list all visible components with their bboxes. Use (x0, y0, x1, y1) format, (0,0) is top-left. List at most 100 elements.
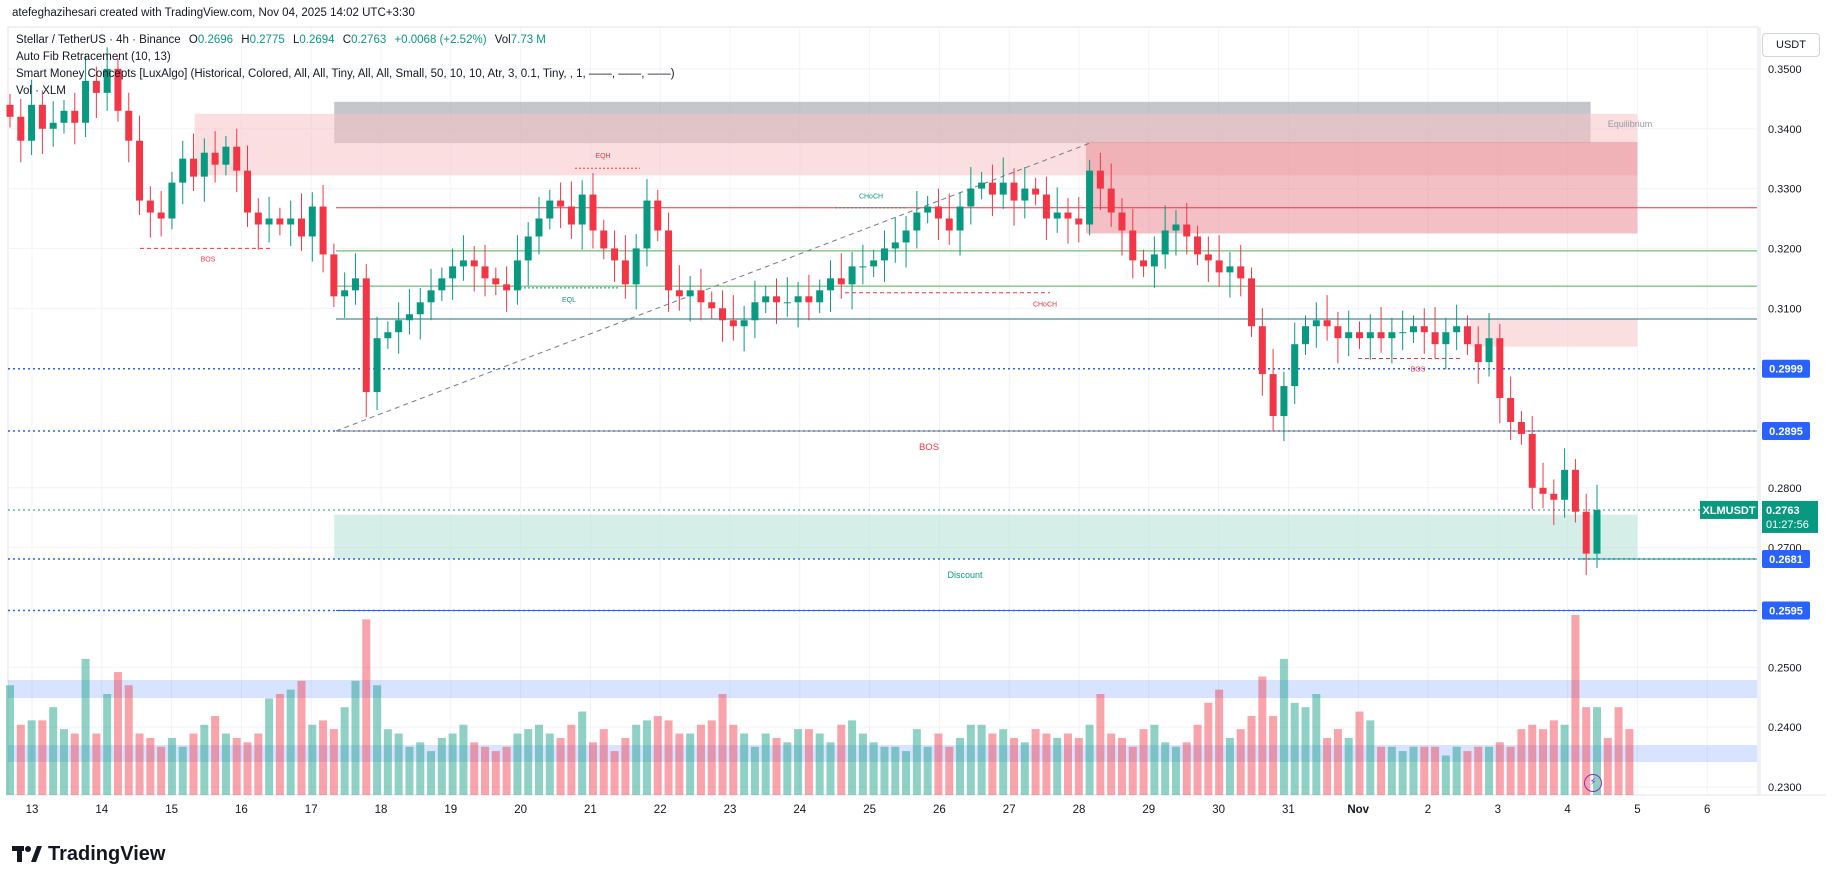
y-tick-label: 0.3400 (1768, 124, 1802, 136)
x-tick-label: 31 (1282, 804, 1295, 816)
volume-bar (1117, 737, 1126, 795)
candle-body (157, 212, 165, 219)
volume-bar (988, 733, 997, 795)
indicator-fib[interactable]: Auto Fib Retracement (10, 13) (16, 51, 171, 63)
candle-body (405, 314, 413, 321)
volume-bar (1377, 746, 1386, 795)
y-tick-label: 0.2800 (1768, 483, 1802, 495)
volume-bar (427, 751, 436, 795)
candle-body (546, 200, 554, 219)
candle-body (179, 158, 187, 183)
last-price-label: 0.2763 (1766, 505, 1800, 517)
candle-body (1312, 320, 1320, 327)
x-tick-label: 4 (1564, 804, 1571, 816)
volume-bar (1366, 720, 1375, 795)
x-tick-label: 2 (1425, 804, 1431, 816)
volume-bar (502, 746, 511, 795)
zone-label: Equilibrium (1608, 119, 1653, 129)
candle-body (1463, 326, 1471, 345)
volume-bar (966, 724, 975, 795)
volume-bar (524, 729, 533, 795)
candle-body (1258, 326, 1266, 375)
candle-body (319, 206, 327, 255)
candle-body (675, 290, 683, 297)
currency-button[interactable]: USDT (1762, 33, 1820, 57)
x-tick-label: 19 (444, 804, 457, 816)
volume-bar (1064, 733, 1072, 795)
structure-label: CHoCH (859, 194, 883, 201)
candle-body (665, 230, 673, 291)
lightning-icon[interactable]: ⚡ (1584, 774, 1602, 792)
volume-bar (912, 729, 921, 795)
candle-body (71, 110, 79, 123)
volume-bar (243, 742, 252, 795)
candle-body (1183, 224, 1191, 237)
volume-bar (535, 724, 543, 795)
candle-body (1517, 421, 1525, 434)
indicator-smc[interactable]: Smart Money Concepts [LuxAlgo] (Historic… (16, 68, 675, 80)
volume-bar (167, 737, 176, 795)
symbol-legend[interactable]: Stellar / TetherUS · 4h · Binance O0.269… (16, 34, 546, 46)
volume-bar (1614, 707, 1623, 795)
volume-bar (1301, 707, 1310, 795)
candle-body (632, 248, 640, 285)
candle-body (740, 320, 748, 327)
candle-body (567, 206, 575, 225)
candle-body (1204, 254, 1212, 261)
candle-body (341, 290, 349, 297)
volume-bar (1420, 746, 1429, 795)
candle-body (1215, 260, 1223, 273)
volume-bar (858, 733, 867, 795)
candle-body (686, 290, 694, 297)
volume-bar (16, 724, 25, 795)
volume-bar (1193, 724, 1202, 795)
candle-body (1571, 469, 1579, 512)
x-tick-label: 13 (26, 804, 39, 816)
candle-body (1507, 398, 1515, 422)
volume-bar (297, 680, 306, 795)
volume-bar (1474, 746, 1483, 795)
candle-body (783, 302, 791, 304)
volume-bar (232, 737, 241, 795)
close-label: C (342, 34, 352, 46)
candle-body (611, 248, 619, 261)
volume-bar (157, 746, 166, 795)
candle-body (978, 182, 986, 189)
candle-body (1323, 320, 1331, 327)
candle-body (287, 218, 295, 225)
price-axis[interactable]: 0.3500 0.3400 0.3300 0.3200 0.3100 0.2800 0.27… (1768, 64, 1802, 794)
volume-bar (686, 733, 695, 795)
volume-bar (416, 742, 425, 795)
candle-body (1053, 212, 1061, 219)
candle-body (880, 248, 888, 261)
candle-body (1366, 332, 1374, 339)
volume-bar (383, 729, 392, 795)
volume-bar (275, 694, 284, 795)
candle-body (794, 296, 802, 303)
x-tick-label: 24 (793, 804, 806, 816)
volume-bar (1463, 751, 1472, 795)
candle-body (805, 296, 813, 303)
volume-bar (1593, 707, 1601, 795)
volume-bar (189, 733, 198, 795)
volume-bar (1053, 737, 1062, 795)
indicator-volume[interactable]: Vol · XLM (16, 85, 66, 97)
volume-bar (124, 685, 133, 795)
candle-body (1248, 278, 1256, 327)
volume-bar (1010, 737, 1019, 795)
y-tick-label: 0.3500 (1768, 64, 1802, 76)
volume-bar (254, 733, 263, 795)
candle-body (125, 110, 133, 141)
volume-bar (545, 733, 554, 795)
y-tick-label: 0.3200 (1768, 243, 1802, 255)
candle-body (557, 200, 565, 207)
time-axis[interactable]: 13 14 15 16 17 18 19 20 21 22 23 24 25 26 27 28 29 30 31 No… (26, 804, 1711, 816)
x-tick-label: 17 (305, 804, 318, 816)
volume-bar (1506, 746, 1515, 795)
volume-bar (891, 746, 900, 795)
candle-body (773, 296, 781, 303)
volume-bar (610, 751, 619, 795)
candle-body (49, 122, 57, 129)
candle-body (1032, 188, 1040, 195)
